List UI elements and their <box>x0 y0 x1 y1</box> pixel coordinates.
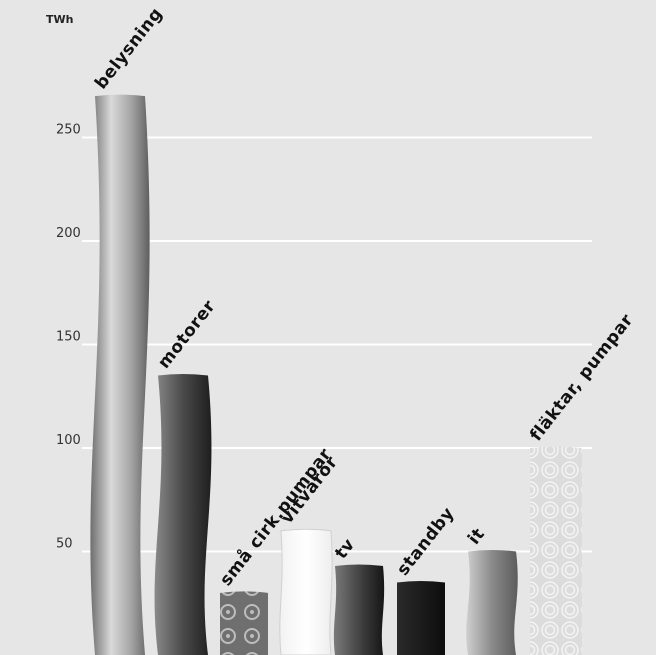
bar-it <box>466 550 518 655</box>
bar-belysning <box>90 94 150 655</box>
y-tick-labels: 50 100 150 200 250 <box>56 123 81 552</box>
bar-små-cirk-pumpar <box>220 591 268 655</box>
bar-vitvaror <box>279 528 333 655</box>
y-tick-label-100: 100 <box>56 433 81 448</box>
grid-layer <box>82 136 592 553</box>
y-tick-label-50: 50 <box>56 537 73 552</box>
y-tick-label-250: 250 <box>56 123 81 138</box>
bar-fläktar-pumpar <box>530 446 582 655</box>
y-tick-label-200: 200 <box>56 226 81 241</box>
category-label-standby: standby <box>393 504 458 580</box>
bar-motorer <box>154 374 212 655</box>
category-label-motorer: motorer <box>154 296 220 372</box>
category-label-tv: tv <box>331 535 359 563</box>
y-axis-unit-label: TWh <box>46 13 73 26</box>
category-label-fläktar-pumpar: fläktar, pumpar <box>526 310 637 445</box>
bar-tv <box>333 564 385 655</box>
bar-standby <box>397 581 445 655</box>
bars <box>90 94 582 655</box>
category-label-it: it <box>464 524 489 548</box>
y-tick-label-150: 150 <box>56 330 81 345</box>
category-label-belysning: belysning <box>91 4 167 93</box>
